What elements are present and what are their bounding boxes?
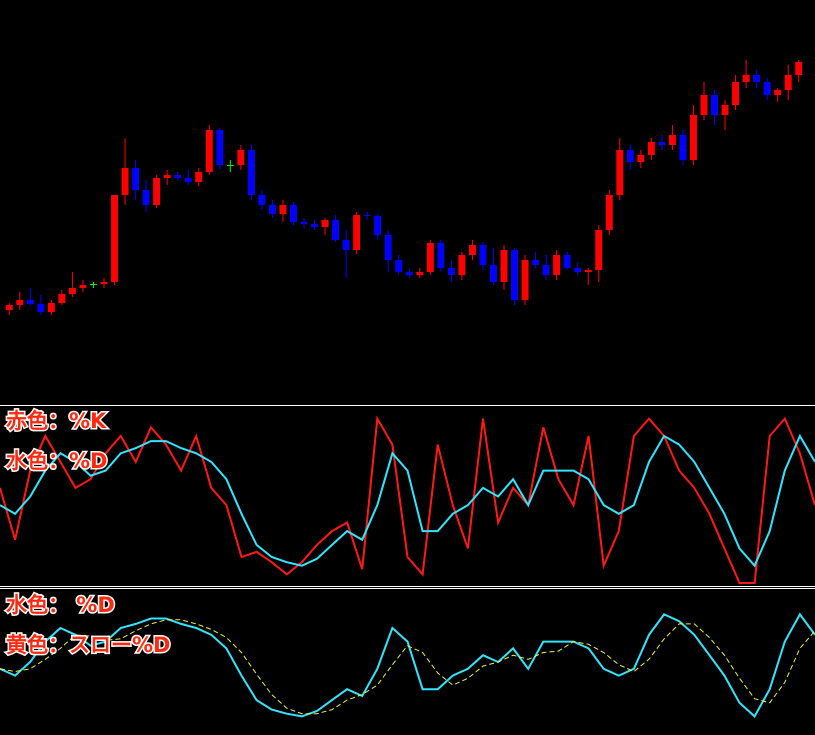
candle-body — [542, 265, 550, 275]
candle-body — [395, 260, 403, 272]
candle-body — [553, 255, 561, 275]
candle-body — [332, 220, 340, 240]
candle-body — [458, 255, 466, 275]
candle-body — [279, 205, 287, 214]
candle-body — [468, 245, 476, 255]
candle-body — [237, 150, 245, 165]
candle-body — [490, 265, 497, 282]
candle-body — [321, 220, 329, 227]
candle-body — [216, 130, 224, 165]
annotation: 水色：%D — [6, 449, 107, 473]
candle-body — [721, 105, 729, 115]
candle-body — [300, 222, 308, 224]
candle-body — [711, 95, 718, 115]
candle-body — [311, 224, 318, 227]
candle-body — [405, 272, 413, 275]
candle-body — [690, 115, 697, 160]
candle-body — [142, 190, 150, 205]
candle-body — [58, 294, 66, 303]
series-line — [0, 612, 815, 718]
candle-body — [342, 240, 350, 250]
candle-body — [353, 215, 361, 250]
candle-body — [37, 304, 45, 312]
candle-body — [500, 250, 508, 282]
candle-body — [174, 175, 182, 178]
candle-body — [247, 150, 255, 195]
candle-body — [16, 300, 24, 305]
candle-body — [795, 62, 803, 75]
candle-body — [616, 150, 624, 195]
candle-body — [605, 195, 613, 230]
candle-body — [79, 285, 87, 288]
candle-body — [479, 245, 487, 265]
candle-body — [637, 155, 645, 162]
candle-body — [753, 75, 761, 82]
candle-body — [647, 142, 655, 155]
candle-body — [258, 195, 266, 205]
candle-body — [363, 215, 371, 216]
candle-body — [784, 75, 792, 90]
candle-body — [447, 268, 455, 275]
candle-body — [668, 135, 676, 145]
candle-body — [184, 178, 192, 182]
candle-body — [47, 303, 55, 312]
series-line — [0, 415, 815, 584]
candle-body — [732, 82, 740, 105]
candle-body — [195, 172, 203, 182]
candle-body — [68, 288, 76, 294]
annotation: 黄色：スロー%D — [6, 633, 170, 657]
candle-body — [132, 168, 140, 190]
candle-body — [532, 260, 540, 265]
candle-body — [658, 142, 666, 145]
candle-body — [742, 75, 750, 82]
candle-body — [121, 168, 129, 195]
candle-body — [111, 195, 118, 282]
candle-body — [226, 165, 234, 166]
candle-body — [679, 135, 687, 160]
candle-body — [437, 243, 445, 268]
candle-body — [205, 130, 213, 172]
candle-body — [374, 216, 382, 235]
candle-body — [384, 235, 392, 260]
candle-body — [511, 250, 518, 300]
annotation: 水色： %D — [6, 593, 115, 617]
candle-body — [163, 175, 171, 178]
candle-body — [416, 272, 424, 275]
candle-body — [626, 150, 634, 162]
series-line — [0, 433, 815, 568]
candle-body — [26, 300, 34, 304]
candle-body — [5, 305, 13, 310]
candle-body — [426, 243, 434, 272]
series-line — [0, 619, 815, 715]
candle-body — [90, 284, 97, 285]
candle-body — [763, 82, 771, 95]
candle-body — [574, 268, 582, 272]
annotation: 赤色：%K — [6, 409, 107, 433]
candle-body — [563, 255, 571, 268]
candle-body — [595, 230, 603, 270]
candle-body — [584, 270, 592, 272]
candle-body — [153, 178, 161, 205]
candle-body — [700, 95, 708, 115]
candle-body — [268, 205, 276, 214]
candle-body — [290, 205, 297, 222]
candle-body — [100, 282, 108, 284]
candle-body — [774, 90, 782, 95]
candle-body — [521, 260, 529, 300]
